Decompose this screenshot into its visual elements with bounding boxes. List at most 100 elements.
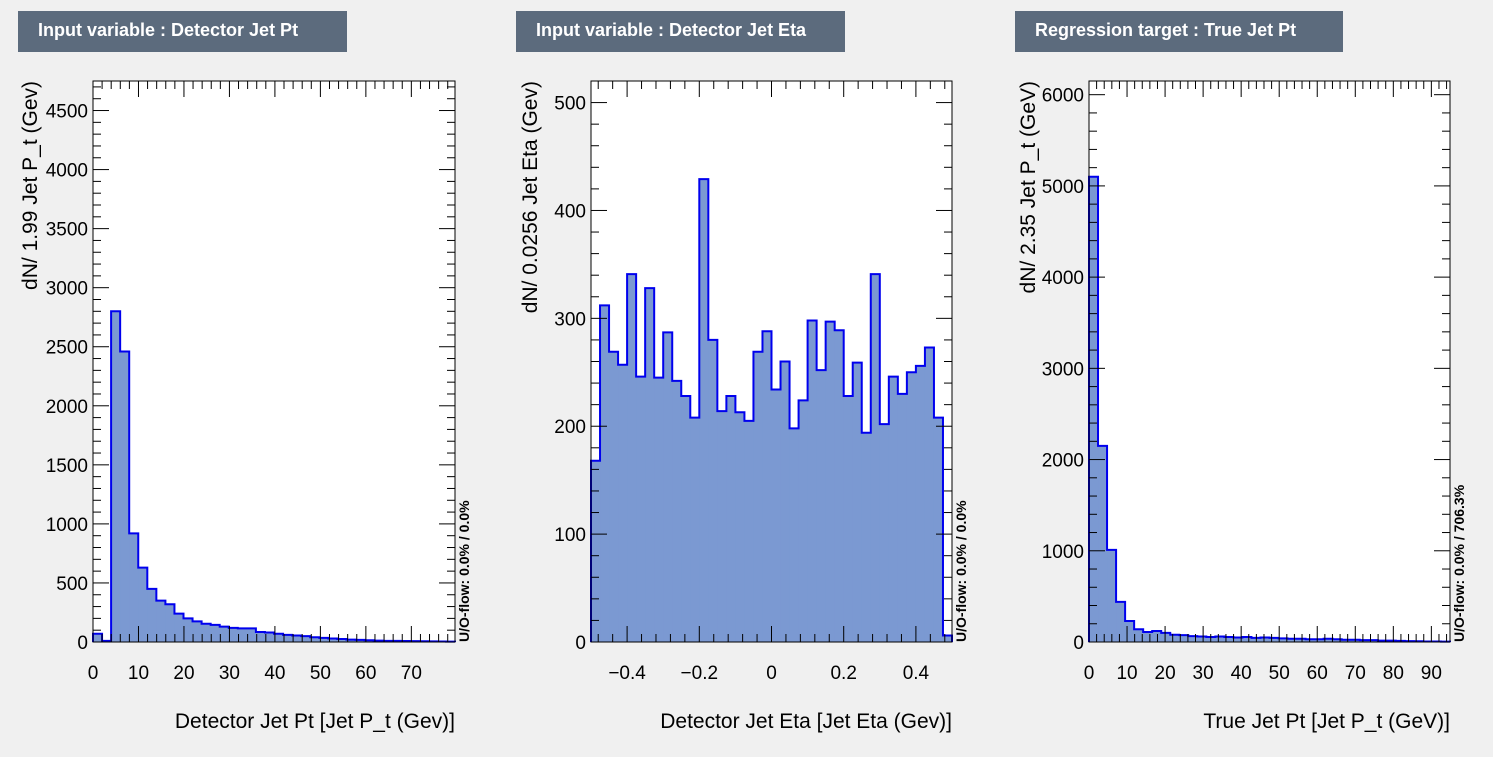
histogram-bar xyxy=(310,637,320,642)
x-tick-label: −0.4 xyxy=(608,663,646,684)
histogram-bar xyxy=(283,634,293,642)
x-tick-label: 0 xyxy=(1084,663,1095,684)
histogram-bar xyxy=(870,274,881,642)
histogram-bar xyxy=(789,428,800,642)
histogram-bar xyxy=(825,321,836,642)
histogram-bar xyxy=(654,377,664,642)
histogram-bar xyxy=(888,376,899,642)
histogram-bar xyxy=(156,600,166,642)
histogram-bar xyxy=(681,396,691,642)
histogram-bar xyxy=(1305,639,1316,642)
y-tick-label: 4000 xyxy=(46,161,88,182)
histogram-bar xyxy=(618,364,628,642)
histogram-outline xyxy=(92,310,456,643)
y-tick-label: 4000 xyxy=(1042,268,1084,289)
histogram-bar xyxy=(717,411,727,642)
x-tick-label: 70 xyxy=(401,663,422,684)
histogram-bar xyxy=(201,623,212,642)
histogram-bar xyxy=(1098,445,1108,642)
histogram-bar xyxy=(753,351,763,642)
histogram-bar xyxy=(264,632,275,642)
histogram-bar xyxy=(219,626,230,642)
histogram-bar xyxy=(879,424,890,642)
histogram-detector-jet-eta: −0.4 −0.2 0 0.2 0.4 0 100 200 300 400 500 Detector … xyxy=(519,80,969,733)
histogram-bar xyxy=(1089,176,1099,642)
histogram-bar xyxy=(292,635,302,642)
x-tick-label: 0.2 xyxy=(830,663,856,684)
panel-title-true-jet-pt: Regression target : True Jet Pt xyxy=(1015,11,1343,52)
histogram-bar xyxy=(1161,632,1171,642)
histogram-bar xyxy=(897,393,908,642)
x-tick-label: 50 xyxy=(310,663,331,684)
y-tick-label: 0 xyxy=(575,633,586,654)
histogram-bar xyxy=(319,637,329,642)
histogram-bar xyxy=(93,633,103,642)
y-tick-label: 300 xyxy=(554,309,586,330)
y-tick-label: 2500 xyxy=(46,338,88,359)
histogram-bar xyxy=(798,400,809,642)
histogram-bar xyxy=(1296,638,1307,642)
y-tick-label: 1000 xyxy=(1042,542,1084,563)
x-axis-label: True Jet Pt [Jet P_t (GeV)] xyxy=(1203,710,1450,733)
histogram-bar xyxy=(636,376,646,642)
y-tick-label: 2000 xyxy=(1042,451,1084,472)
histogram-bar xyxy=(228,627,239,642)
histogram-bar xyxy=(1233,637,1243,642)
x-tick-label: 30 xyxy=(219,663,240,684)
histogram-bar xyxy=(337,639,347,642)
histogram-bar xyxy=(915,365,926,642)
histogram-bar xyxy=(852,362,863,642)
histogram-bar xyxy=(355,639,365,642)
histogram-bar xyxy=(744,420,754,642)
histogram-bar xyxy=(138,567,148,642)
histogram-bar xyxy=(627,274,637,642)
x-tick-label: 20 xyxy=(1155,663,1176,684)
histogram-bar xyxy=(1278,638,1289,642)
histogram-bar xyxy=(1332,639,1343,642)
histogram-bar xyxy=(816,370,827,642)
x-tick-label: 50 xyxy=(1269,663,1290,684)
y-tick-label: 100 xyxy=(554,525,586,546)
histogram-bar xyxy=(1341,639,1352,642)
histogram-bar xyxy=(726,396,736,642)
y-tick-label: 0 xyxy=(77,633,88,654)
histogram-bar xyxy=(346,639,356,642)
histogram-bar xyxy=(672,380,682,642)
histogram-bar xyxy=(645,288,655,642)
histogram-bar xyxy=(933,417,944,642)
x-tick-label: 10 xyxy=(1116,663,1137,684)
overflow-label: U/O-flow: 0.0% / 706.3% xyxy=(1451,484,1467,642)
histogram-bar xyxy=(120,351,130,642)
y-tick-label: 5000 xyxy=(1042,177,1084,198)
histogram-bar xyxy=(328,638,338,642)
histogram-bar xyxy=(699,179,709,643)
y-tick-label: 2000 xyxy=(46,397,88,418)
x-tick-label: 70 xyxy=(1345,663,1366,684)
histogram-bar xyxy=(192,621,203,642)
histogram-bar xyxy=(780,361,791,642)
histogram-bar xyxy=(942,635,953,642)
y-tick-label: 1500 xyxy=(46,456,88,477)
histogram-bar xyxy=(906,372,917,642)
histogram-bar xyxy=(1170,634,1180,642)
x-tick-label: 30 xyxy=(1193,663,1214,684)
x-tick-label: 20 xyxy=(173,663,194,684)
histogram-bar xyxy=(1260,637,1270,642)
plot-area xyxy=(1089,81,1450,642)
histogram-bar xyxy=(1143,631,1153,642)
plot-frame xyxy=(92,80,456,643)
histogram-bar xyxy=(246,628,257,642)
x-axis-label: Detector Jet Eta [Jet Eta (Gev)] xyxy=(660,710,952,733)
overflow-label: U/O-flow: 0.0% / 0.0% xyxy=(953,500,969,642)
histogram-bar xyxy=(1242,636,1252,642)
y-tick-label: 3000 xyxy=(1042,359,1084,380)
histogram-bar xyxy=(210,624,221,642)
histogram-bar xyxy=(274,633,284,642)
y-axis-label: dN/ 2.35 Jet P_t (GeV) xyxy=(1017,81,1040,293)
histogram-bar xyxy=(807,320,818,642)
x-tick-label: 60 xyxy=(1307,663,1328,684)
panel-title-detector-jet-pt: Input variable : Detector Jet Pt xyxy=(18,11,347,52)
histogram-bar xyxy=(1134,629,1144,642)
histogram-true-jet-pt: 0 10 20 30 40 50 60 70 80 90 0 1000 2000 3000 4000 5000… xyxy=(1017,80,1467,733)
